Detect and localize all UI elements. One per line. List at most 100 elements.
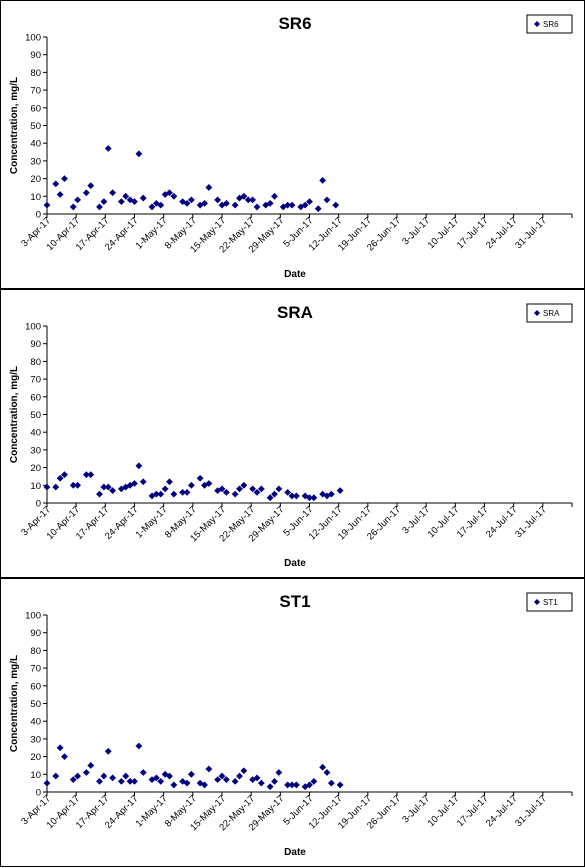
chart-panel-sr6: SR601020304050607080901003-Apr-1710-Apr-… [0, 0, 585, 289]
y-tick-label: 90 [30, 628, 41, 639]
y-tick-label: 40 [30, 428, 41, 439]
data-point [314, 205, 322, 213]
data-point [87, 762, 95, 769]
data-point [148, 203, 156, 211]
y-tick-label: 10 [30, 192, 41, 203]
data-point [236, 485, 243, 493]
data-point [284, 488, 292, 496]
data-point [126, 777, 134, 785]
data-point [109, 774, 117, 782]
data-point [139, 478, 147, 486]
legend-label: SR6 [543, 20, 559, 29]
legend-box [526, 303, 573, 323]
y-tick-label: 30 [30, 734, 41, 745]
data-point [52, 483, 60, 491]
data-point [332, 201, 340, 209]
data-point [87, 471, 95, 479]
data-point [96, 490, 103, 498]
data-point [244, 196, 252, 204]
x-axis-title: Date [284, 847, 306, 858]
data-point [292, 492, 300, 500]
chart-panel-sra: SRA01020304050607080901003-Apr-1710-Apr-… [0, 289, 585, 578]
data-point [87, 182, 95, 190]
data-point [56, 744, 64, 752]
y-tick-label: 0 [36, 210, 41, 221]
y-tick-label: 70 [30, 375, 41, 386]
y-tick-label: 50 [30, 699, 41, 710]
data-point [231, 490, 239, 498]
chart-title: ST1 [279, 592, 310, 611]
data-point [161, 770, 169, 778]
data-point [310, 494, 318, 502]
data-point [218, 485, 226, 493]
data-point [135, 742, 143, 750]
y-tick-label: 30 [30, 445, 41, 456]
data-point [310, 777, 318, 785]
y-axis-title: Concentration, mg/L [9, 77, 20, 174]
data-point [306, 781, 313, 789]
y-tick-label: 40 [30, 717, 41, 728]
data-point [319, 176, 327, 184]
y-tick-label: 100 [25, 611, 41, 622]
data-point [214, 776, 222, 784]
data-point [253, 774, 261, 782]
data-point [69, 776, 77, 784]
data-point [266, 494, 274, 502]
data-point [222, 488, 230, 496]
data-point [74, 772, 82, 780]
data-point [301, 201, 309, 209]
data-point [43, 779, 51, 787]
data-point [109, 189, 117, 197]
data-point [231, 201, 239, 209]
data-point [266, 783, 274, 791]
data-point [82, 471, 90, 479]
data-point [187, 196, 195, 204]
data-point [117, 777, 125, 785]
data-point [109, 487, 117, 495]
data-point [69, 203, 77, 211]
data-point [205, 184, 213, 191]
y-tick-label: 60 [30, 681, 41, 692]
y-tick-label: 90 [30, 339, 41, 350]
data-point [231, 777, 239, 785]
panel-border [0, 289, 585, 578]
data-point [43, 483, 51, 491]
data-point [104, 145, 112, 152]
panel-border [0, 0, 585, 289]
data-point [170, 192, 178, 200]
data-point [183, 779, 191, 787]
data-point [157, 777, 165, 785]
data-point [179, 488, 187, 496]
data-point [117, 198, 125, 206]
data-point [139, 194, 147, 202]
data-point [236, 772, 243, 780]
data-point [327, 490, 335, 498]
data-point [288, 492, 296, 500]
data-point [249, 485, 257, 493]
data-point [271, 777, 278, 785]
y-tick-label: 80 [30, 357, 41, 368]
data-point [157, 201, 165, 209]
data-point [61, 753, 68, 760]
data-point [301, 783, 309, 791]
data-point [69, 481, 77, 489]
data-point [166, 478, 173, 486]
data-point [96, 203, 103, 211]
data-point [214, 196, 222, 204]
y-tick-label: 100 [25, 33, 41, 44]
data-point [131, 777, 138, 785]
y-tick-label: 0 [36, 499, 41, 510]
chart-title: SRA [277, 303, 313, 322]
data-point [262, 201, 270, 209]
data-point [271, 192, 278, 200]
data-point [183, 199, 191, 207]
data-point [82, 189, 90, 197]
data-point [166, 189, 173, 197]
data-point [122, 772, 130, 780]
legend-box [526, 592, 573, 612]
data-point [96, 777, 103, 785]
data-point [201, 781, 208, 789]
data-point [157, 490, 165, 498]
legend-label: SRA [543, 309, 560, 318]
y-tick-label: 40 [30, 139, 41, 150]
